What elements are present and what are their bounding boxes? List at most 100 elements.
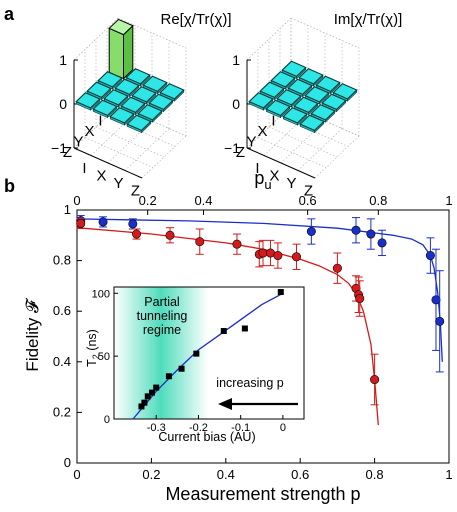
inset-x-tick-label: -0.3	[147, 422, 166, 434]
matrix-tile	[315, 75, 341, 93]
top-x-tick-label: 1	[445, 193, 452, 208]
matrix-tile	[97, 71, 123, 88]
inset-y-label: T2 (ns)	[85, 329, 101, 367]
inset-x-tick-label: -0.1	[231, 422, 250, 434]
blue-data-point	[366, 229, 376, 239]
x-axis-label: Measurement strength p	[165, 484, 360, 504]
re-chi-title: Re[χ/Tr(χ)]	[160, 11, 231, 28]
matrix-tile	[282, 107, 308, 124]
t2-inset-plot: -0.3 -0.2 -0.1 0 0 50 100 Partial tunneling re…	[85, 286, 305, 444]
floor-grid	[124, 128, 170, 171]
top-x-tick-label: 0.2	[139, 193, 157, 208]
x-tick-label: 0.4	[217, 467, 235, 482]
z-tick-label: 0	[59, 96, 67, 112]
matrix-tile	[276, 89, 302, 106]
matrix-tile	[265, 99, 291, 117]
x-tick-label: 0	[73, 467, 80, 482]
x-tick-label: 1	[445, 467, 452, 482]
matrix-tile	[259, 81, 285, 99]
top-x-tick-label: 0.8	[369, 193, 387, 208]
row-label-Y: Y	[73, 133, 83, 150]
top-x-tick-label: 0.4	[194, 193, 212, 208]
matrix-tile	[298, 68, 324, 85]
red-data-point	[232, 239, 242, 249]
matrix-tile	[287, 78, 313, 96]
red-data-point	[165, 230, 175, 240]
bar-front-face	[108, 27, 124, 80]
y-axis-label: Fidelity 𝓕	[23, 297, 42, 372]
blue-data-point	[98, 217, 108, 227]
matrix-tile	[109, 107, 135, 124]
row-label-I: I	[98, 112, 102, 129]
matrix-tile	[92, 99, 118, 117]
col-label-Y: Y	[113, 175, 123, 192]
annotation-regime: regime	[143, 323, 181, 337]
red-data-point	[370, 375, 380, 385]
matrix-tile	[120, 96, 146, 114]
floor-grid	[268, 126, 338, 158]
y-tick-label: 0.2	[53, 404, 71, 419]
top-axis-label: pu	[254, 168, 271, 192]
matrix-tile	[125, 68, 151, 85]
red-data-point	[76, 218, 86, 228]
inset-data-point	[149, 389, 155, 396]
inset-x-label: Current bias (AU)	[158, 430, 255, 444]
blue-data-point	[435, 316, 445, 326]
matrix-tile	[86, 81, 112, 99]
y-tick-label: 0	[64, 455, 71, 470]
increasing-p-arrowhead	[218, 398, 232, 410]
matrix-tile	[321, 93, 347, 111]
y-tick-label: 0.4	[53, 354, 71, 369]
matrix-tile	[114, 78, 140, 96]
inset-data-point	[277, 289, 284, 296]
x-tick-label: 0.8	[366, 467, 384, 482]
col-label-X: X	[269, 167, 279, 184]
blue-data-point	[377, 238, 387, 248]
blue-data-point	[128, 219, 138, 229]
row-label-Y: Y	[246, 133, 256, 150]
floor-axis	[73, 147, 143, 179]
matrix-tile	[299, 114, 325, 132]
floor-axis	[246, 147, 316, 179]
matrix-tile	[332, 83, 358, 100]
col-label-I: I	[82, 160, 86, 177]
inset-x-tick-label: -0.2	[189, 422, 208, 434]
inset-data-point	[138, 403, 145, 410]
annotation-increasing-p: increasing p	[216, 376, 283, 390]
inset-data-point	[193, 350, 200, 357]
red-data-point	[332, 263, 342, 273]
y-tick-label: 0.6	[53, 303, 71, 318]
red-data-point	[132, 229, 142, 239]
matrix-tile	[159, 83, 185, 100]
matrix-tile	[281, 60, 307, 78]
y-tick-label: 0.8	[53, 253, 71, 268]
inset-data-point	[220, 328, 227, 334]
z-tick-label: 1	[232, 52, 240, 68]
red-data-point	[258, 248, 268, 258]
matrix-tile	[248, 92, 274, 109]
fidelity-plot: 0 0.2 0.4 0.6 0.8 100.20.40.60.810 0.2 0.4 0.6 0.…	[23, 168, 453, 504]
blue-data-point	[425, 251, 435, 261]
col-label-X: X	[96, 167, 106, 184]
matrix-tile	[293, 96, 319, 114]
blue-data-point	[431, 295, 441, 305]
inset-data-point	[241, 325, 248, 332]
matrix-tile	[270, 71, 296, 88]
x-tick-label: 0.2	[142, 467, 160, 482]
top-x-tick-label: 0	[73, 193, 80, 208]
panel-b-label: b	[4, 176, 15, 196]
col-label-Z: Z	[131, 182, 140, 199]
matrix-tile	[148, 93, 174, 111]
fidelity-plot-frame	[76, 209, 450, 464]
z-tick-label: −1	[224, 140, 240, 156]
im-chi-title: Im[χ/Tr(χ)]	[334, 11, 403, 28]
matrix-tile	[75, 92, 101, 109]
annotation-partial: Partial	[144, 295, 179, 309]
bar-top-face	[108, 18, 134, 36]
inset-data-point	[153, 384, 160, 391]
matrix-tile	[310, 104, 336, 121]
row-label-Z: Z	[63, 144, 72, 161]
blue-data-point	[306, 227, 316, 237]
